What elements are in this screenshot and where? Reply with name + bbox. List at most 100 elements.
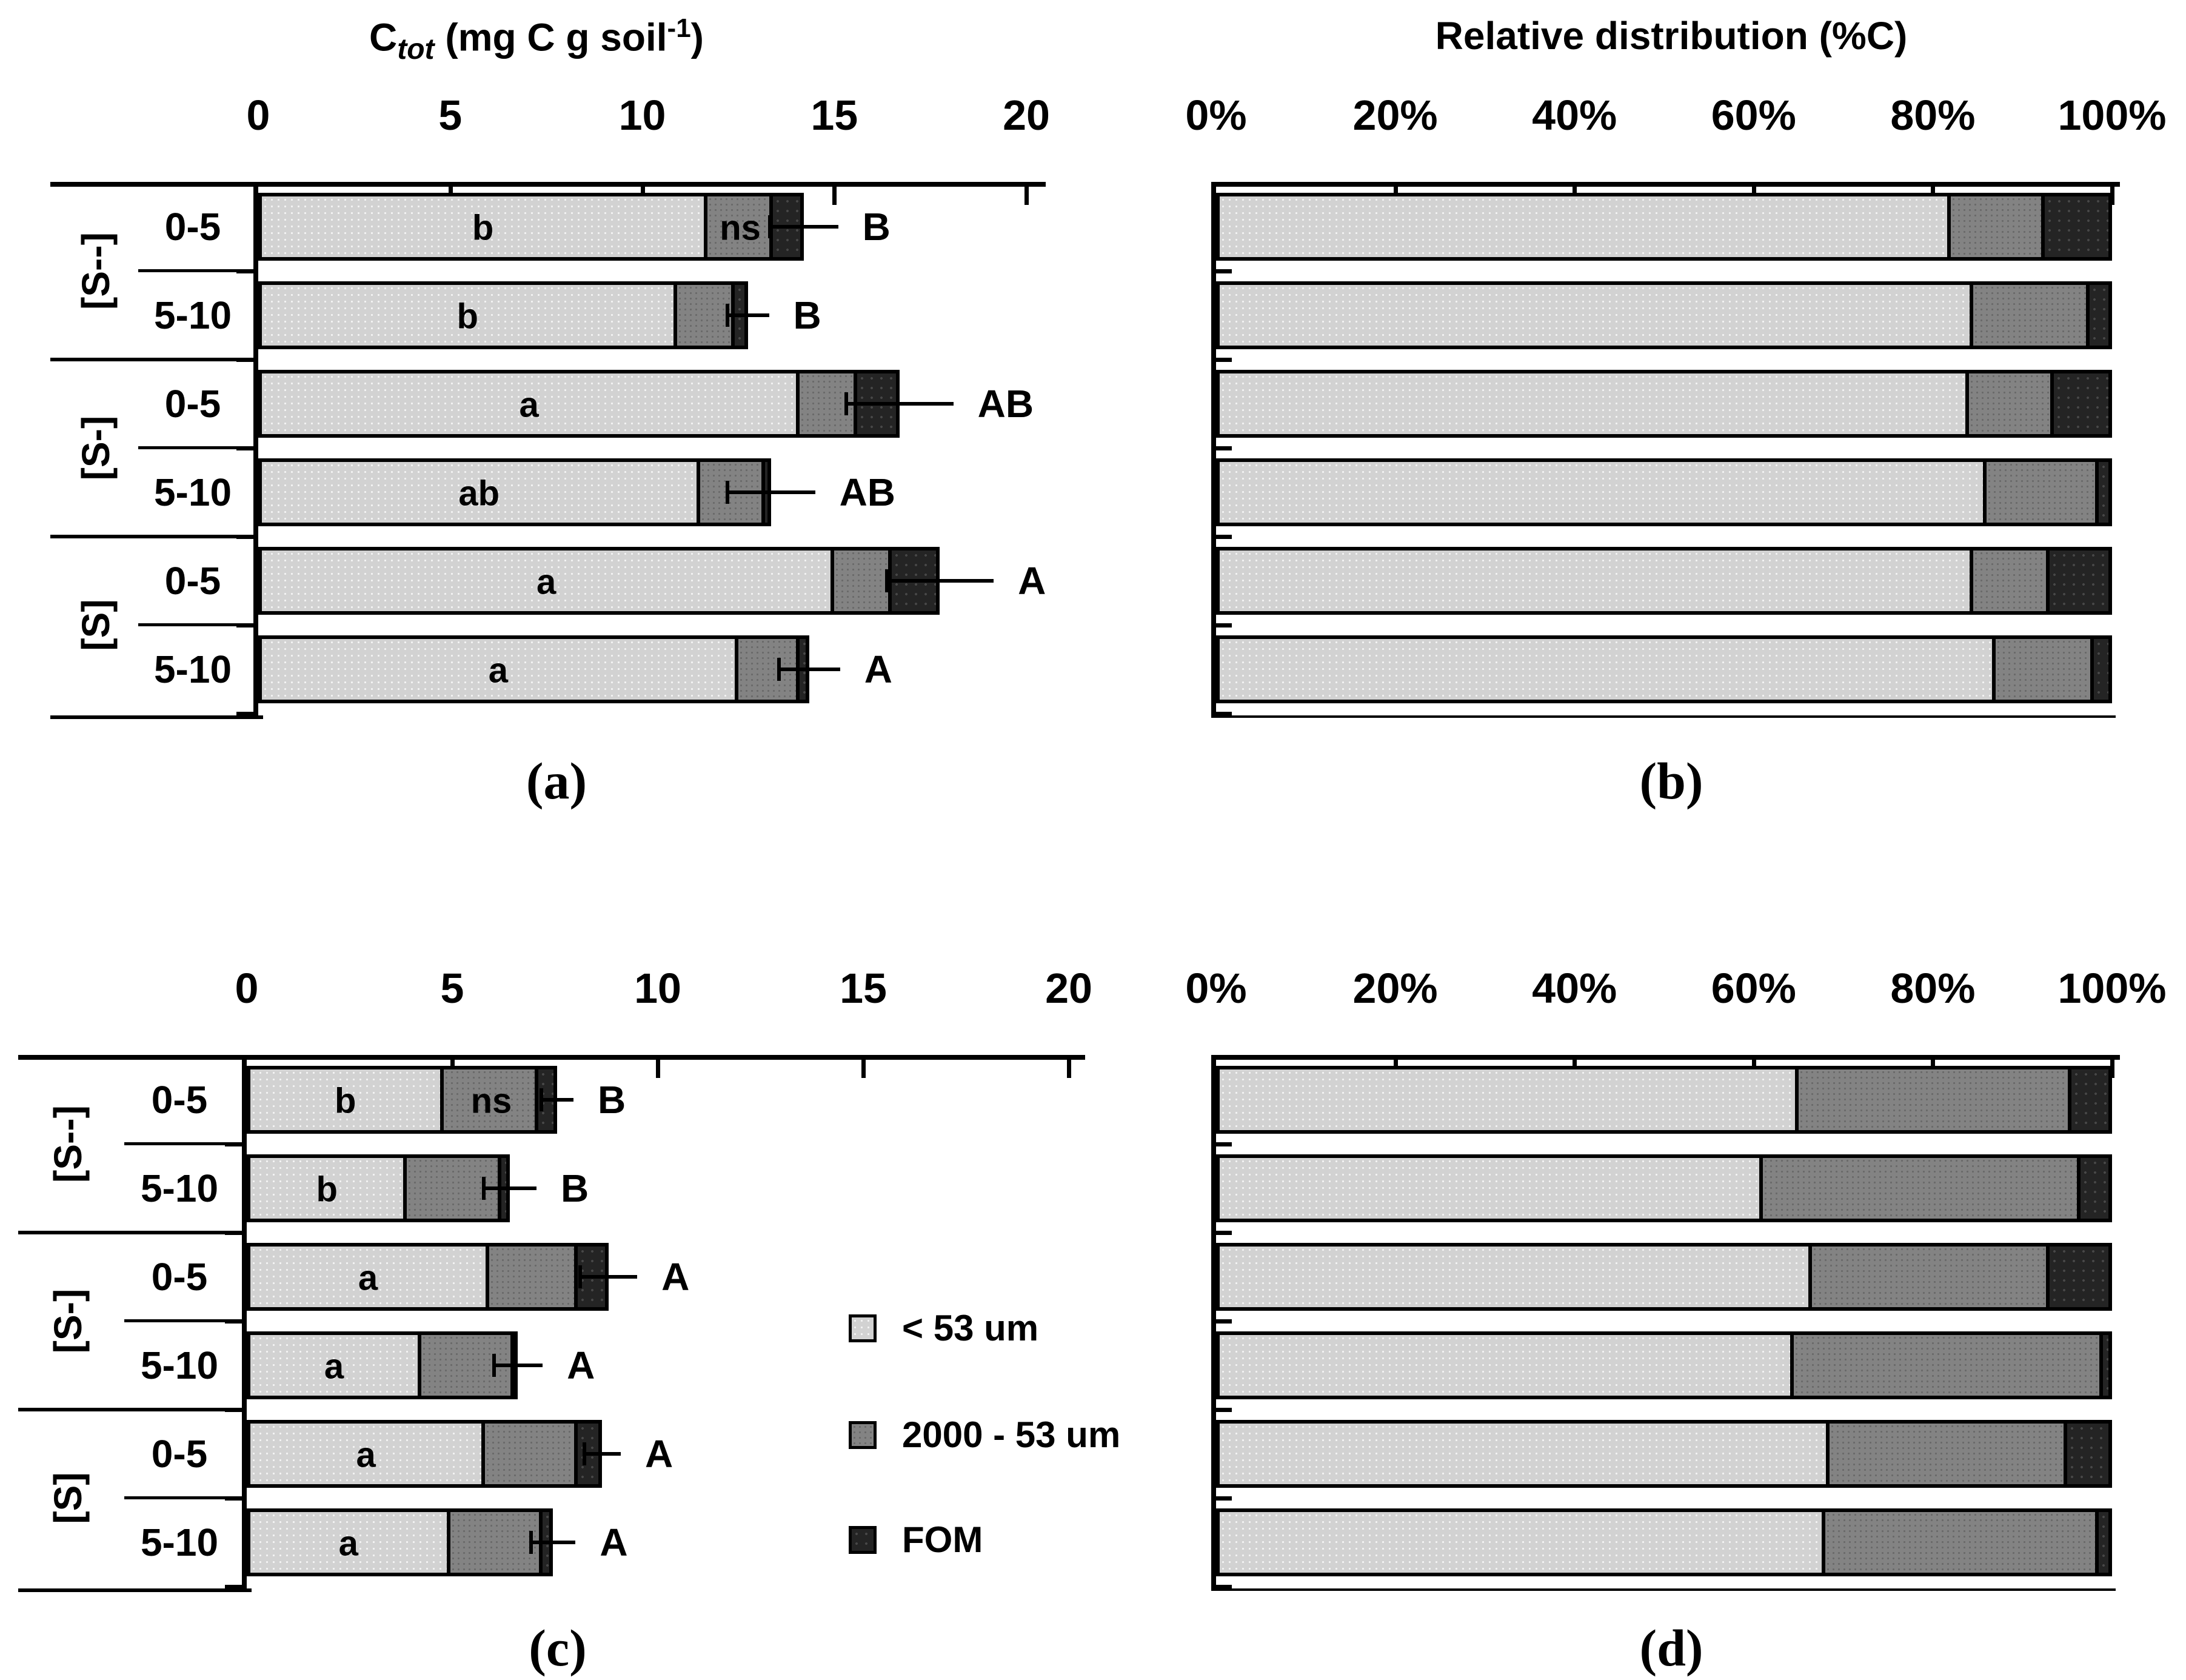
row-label-c-group-2: [S-] <box>46 1288 90 1354</box>
bar-d2-segment-mid <box>1759 1154 2081 1222</box>
axis-d-tick-label: 40% <box>1532 965 1617 1012</box>
bar-c2-letter: b <box>316 1170 338 1210</box>
title-a-base: C <box>369 15 398 59</box>
bar-b1-segment-light <box>1216 193 1951 261</box>
row-label-a4-depth: 5-10 <box>153 470 232 514</box>
bar-d3-segment-mid <box>1808 1243 2050 1311</box>
title-a-close: ) <box>690 15 704 59</box>
title-a-sub: tot <box>397 33 435 66</box>
bar-a6-sig-letter: A <box>864 648 892 691</box>
bar-c5-segment-light <box>247 1420 486 1488</box>
sep-a-group-line <box>50 358 258 361</box>
sep-c-bottom-line <box>18 1588 252 1592</box>
axis-b-bottom-line <box>1211 715 2116 718</box>
axis-d-tick-label: 0% <box>1185 965 1247 1012</box>
axis-b-tick-label: 40% <box>1532 92 1617 139</box>
axis-a-tick-label: 15 <box>811 92 858 139</box>
bar-b5-segment-dark <box>2045 547 2112 615</box>
bar-c2-error-whisker <box>483 1186 536 1190</box>
bar-c1-letter-ns: ns <box>470 1081 512 1121</box>
bar-d6-segment-light <box>1216 1508 1826 1576</box>
legend-swatch-lt53-icon <box>849 1314 877 1342</box>
bar-c3-segment-light <box>247 1243 490 1311</box>
bar-c4-segment-light <box>247 1331 422 1399</box>
bar-b2-segment-light <box>1216 281 1973 349</box>
legend-swatch-fom-icon <box>849 1525 877 1554</box>
bar-c3-segment-mid <box>486 1243 578 1311</box>
axis-c-row-dash <box>225 1585 247 1589</box>
axis-d-row-dash <box>1211 1142 1232 1146</box>
axis-d-bottom-line <box>1211 1588 2116 1591</box>
panel-d-tag: (d) <box>1639 1619 1703 1677</box>
bar-d1-segment-dark <box>2068 1066 2112 1134</box>
axis-c-tick-label: 0 <box>235 965 259 1012</box>
bar-b5-segment-mid <box>1969 547 2050 615</box>
row-label-c6-depth: 5-10 <box>140 1521 219 1564</box>
bar-a1-letter-ns: ns <box>720 208 761 248</box>
bar-b6-segment-mid <box>1991 635 2094 703</box>
row-label-c1-depth: 0-5 <box>151 1078 208 1122</box>
axis-b <box>1216 182 2120 187</box>
axis-c <box>18 1055 1085 1060</box>
axis-b-row-dash <box>1211 623 1232 627</box>
legend-item-lt53: < 53 um <box>849 1307 1038 1349</box>
bar-b4-segment-dark <box>2094 458 2112 526</box>
bar-d5-segment-light <box>1216 1420 1830 1488</box>
axis-d-tick-label: 20% <box>1352 965 1438 1012</box>
axis-c-tick-label: 20 <box>1045 965 1092 1012</box>
bar-a2-segment-mid <box>673 281 735 349</box>
bar-c5-sig-letter: A <box>644 1432 674 1476</box>
axis-b-row-dash <box>1211 358 1232 362</box>
bar-a6-letter: a <box>488 651 509 691</box>
bar-b6-segment-light <box>1216 635 1996 703</box>
title-a-unit: (mg C g soil <box>434 15 667 59</box>
bar-b1-segment-mid <box>1947 193 2045 261</box>
axis-d-row-dash <box>1211 1585 1232 1589</box>
bar-c1-segment-mid <box>440 1066 539 1134</box>
axis-a-tick-label: 0 <box>246 92 270 139</box>
bar-c4-error-cap <box>492 1354 496 1377</box>
axis-d-row-dash <box>1211 1231 1232 1235</box>
bar-c5-segment-mid <box>481 1420 578 1488</box>
bar-c1-error-cap <box>539 1088 543 1111</box>
bar-c1-error-whisker <box>540 1098 573 1102</box>
bar-b2-segment-dark <box>2086 281 2112 349</box>
axis-b-row-dash <box>1211 446 1232 450</box>
bar-c1-sig-letter: B <box>598 1078 626 1122</box>
row-label-c2-depth: 5-10 <box>140 1166 219 1210</box>
bar-c3-letter: a <box>358 1258 378 1298</box>
bar-c4-sig-letter: A <box>567 1344 595 1387</box>
panel-a-title: Ctot (mg C g soil-1) <box>369 13 704 66</box>
bar-a5-error-cap <box>884 569 889 592</box>
legend-label-2000-53: 2000 - 53 um <box>902 1414 1121 1455</box>
bar-c6-segment-mid <box>446 1508 543 1576</box>
axis-a-tick <box>832 187 837 205</box>
row-label-a-group-1: [S--] <box>74 232 118 310</box>
bar-a2-letter: b <box>456 296 478 336</box>
sep-c-depth-line <box>124 1319 247 1322</box>
axis-d <box>1216 1055 2120 1060</box>
bar-a1-segment-light <box>258 193 708 261</box>
bar-d1-segment-mid <box>1794 1066 2072 1134</box>
sep-a-group-line <box>50 535 258 538</box>
bar-c2-error-cap <box>481 1177 486 1200</box>
bar-c6-segment-light <box>247 1508 450 1576</box>
row-label-a5-depth: 0-5 <box>164 559 221 603</box>
bar-b6-segment-dark <box>2090 635 2112 703</box>
bar-c3-error-cap <box>578 1265 583 1288</box>
bar-d2-segment-light <box>1216 1154 1763 1222</box>
bar-d4-segment-dark <box>2099 1331 2112 1399</box>
bar-a2-error-whisker <box>726 313 769 317</box>
sep-a-bottom-line <box>50 715 263 719</box>
sep-c-group-line <box>18 1231 247 1234</box>
axis-b-tick-label: 80% <box>1890 92 1976 139</box>
bar-a6-segment-light <box>258 635 738 703</box>
axis-c-tick-label: 15 <box>840 965 887 1012</box>
row-label-c4-depth: 5-10 <box>140 1344 219 1387</box>
bar-c2-sig-letter: B <box>560 1166 589 1210</box>
axis-d-row-dash <box>1211 1319 1232 1324</box>
bar-d3-segment-light <box>1216 1243 1812 1311</box>
bar-c6-error-whisker <box>530 1541 576 1544</box>
axis-b-tick <box>2110 187 2114 205</box>
